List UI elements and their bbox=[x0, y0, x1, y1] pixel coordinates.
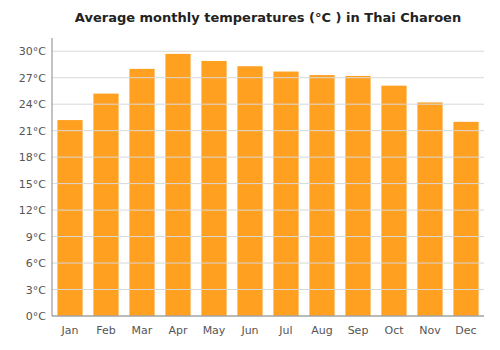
y-tick-label: 12°C bbox=[19, 204, 46, 217]
bars bbox=[57, 54, 478, 316]
bar bbox=[381, 86, 406, 316]
x-tick-label: Aug bbox=[311, 324, 332, 337]
x-tick-label: Jun bbox=[240, 324, 258, 337]
title: Average monthly temperatures (°C ) in Th… bbox=[75, 10, 461, 25]
grid-line bbox=[52, 263, 484, 264]
x-tick-label: May bbox=[203, 324, 226, 337]
y-tick-label: 24°C bbox=[19, 98, 46, 111]
grid-line bbox=[52, 289, 484, 290]
y-grid bbox=[52, 51, 484, 316]
y-tick-label: 18°C bbox=[19, 151, 46, 164]
grid-line bbox=[52, 236, 484, 237]
x-tick-label: Jul bbox=[278, 324, 292, 337]
y-tick-label: 6°C bbox=[26, 257, 46, 270]
bar bbox=[273, 72, 298, 316]
chart: Average monthly temperatures (°C ) in Th… bbox=[0, 0, 500, 350]
bar bbox=[453, 122, 478, 316]
grid-line bbox=[52, 210, 484, 211]
x-tick-label: Feb bbox=[96, 324, 115, 337]
bar bbox=[201, 61, 226, 316]
bar bbox=[165, 54, 190, 316]
bar bbox=[309, 75, 334, 316]
y-tick-label: 9°C bbox=[26, 231, 46, 244]
y-tick-label: 0°C bbox=[26, 310, 46, 323]
bar bbox=[345, 76, 370, 316]
grid-line bbox=[52, 183, 484, 184]
bar bbox=[417, 102, 442, 316]
x-tick-label: Dec bbox=[455, 324, 476, 337]
y-tick-label: 27°C bbox=[19, 72, 46, 85]
x-tick-label: Mar bbox=[132, 324, 153, 337]
x-tick-label: Apr bbox=[168, 324, 188, 337]
y-axis-line bbox=[52, 38, 53, 316]
x-tick-label: Oct bbox=[384, 324, 404, 337]
x-axis-line bbox=[52, 316, 484, 317]
bar bbox=[93, 94, 118, 316]
grid-line bbox=[52, 130, 484, 131]
y-tick-label: 3°C bbox=[26, 284, 46, 297]
grid-line bbox=[52, 104, 484, 105]
grid-line bbox=[52, 77, 484, 78]
bar bbox=[129, 69, 154, 316]
x-tick-label: Jan bbox=[61, 324, 79, 337]
x-tick-label: Nov bbox=[419, 324, 441, 337]
y-tick-label: 15°C bbox=[19, 178, 46, 191]
bar bbox=[57, 120, 82, 316]
grid-line bbox=[52, 316, 484, 317]
grid-line bbox=[52, 157, 484, 158]
grid-line bbox=[52, 51, 484, 52]
y-tick-label: 30°C bbox=[19, 45, 46, 58]
x-tick-label: Sep bbox=[348, 324, 369, 337]
y-tick-label: 21°C bbox=[19, 125, 46, 138]
